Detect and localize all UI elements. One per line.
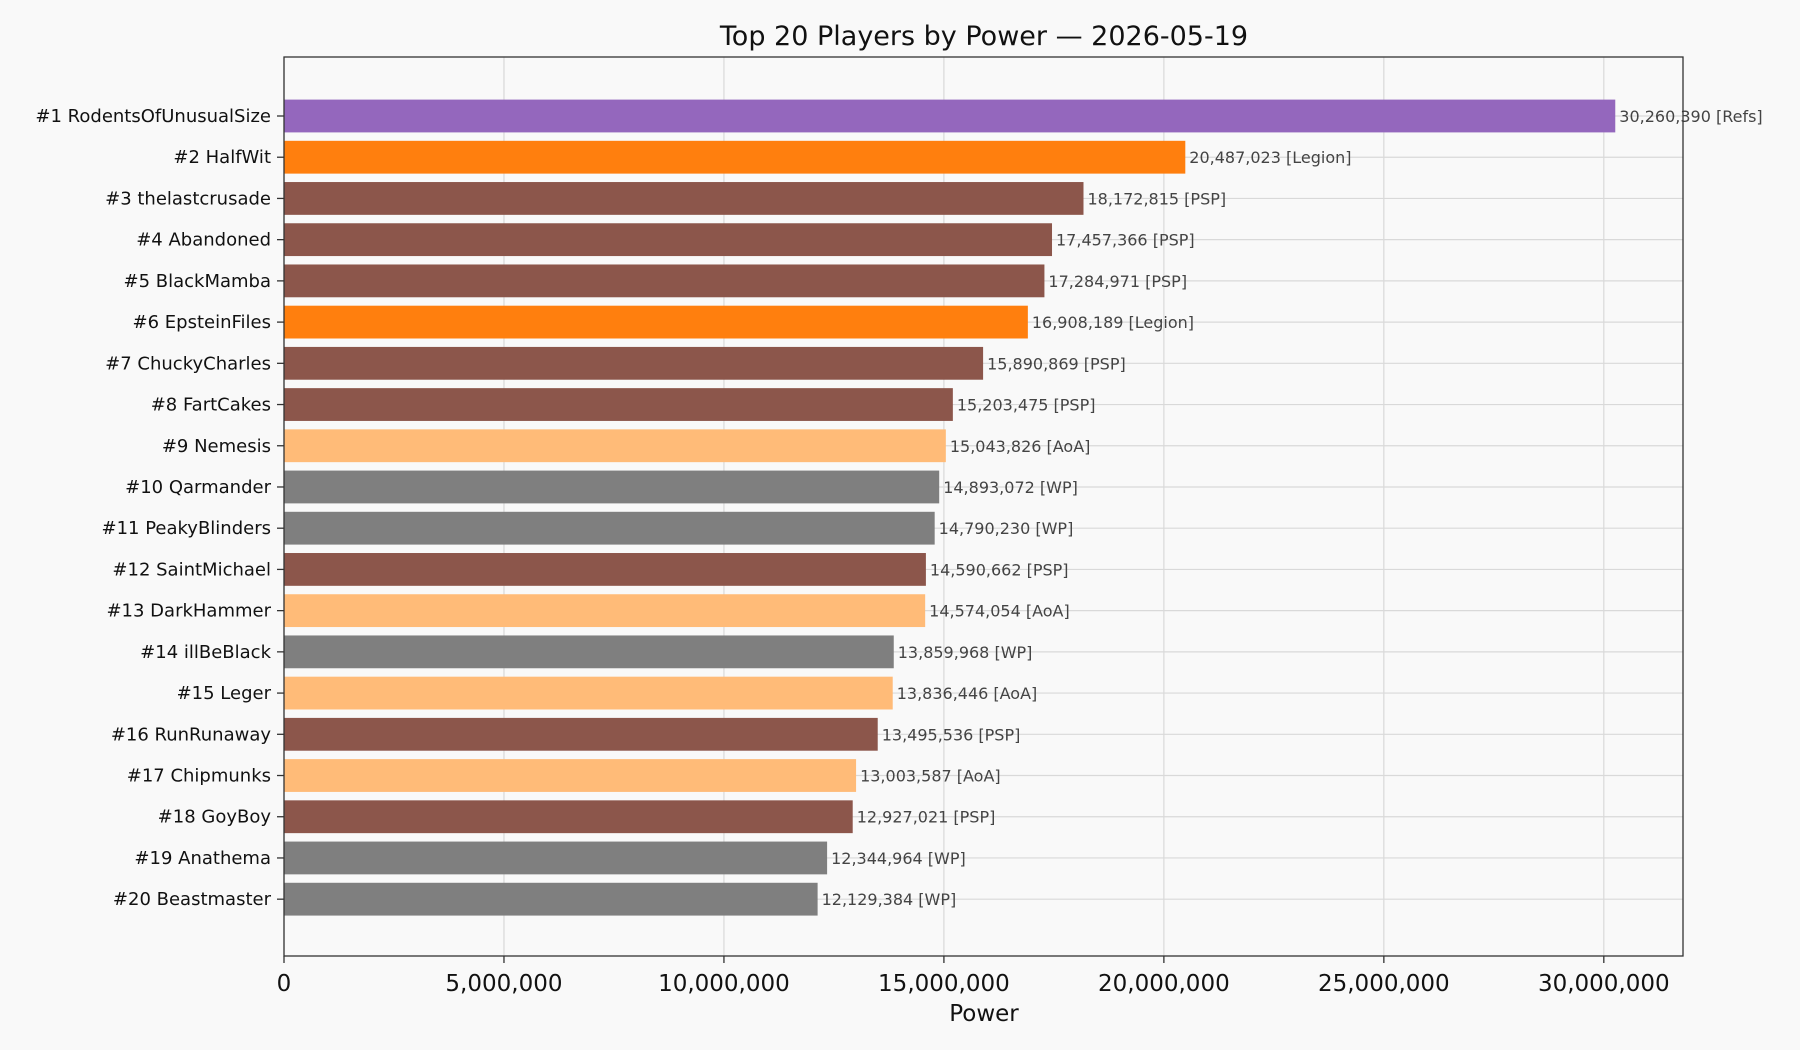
bar bbox=[284, 841, 828, 875]
bar bbox=[284, 470, 940, 504]
x-tick-label: 0 bbox=[277, 971, 292, 997]
bar bbox=[284, 717, 878, 751]
bar bbox=[284, 800, 853, 834]
bar-value-label: 12,129,384 [WP] bbox=[822, 890, 957, 909]
x-tick-label: 30,000,000 bbox=[1538, 971, 1670, 997]
bar-value-label: 17,457,366 [PSP] bbox=[1056, 231, 1195, 250]
y-tick-label: #11 PeakyBlinders bbox=[102, 518, 272, 539]
y-tick-label: #16 RunRunaway bbox=[111, 724, 272, 745]
bar bbox=[284, 305, 1028, 339]
y-tick-label: #1 RodentsOfUnusualSize bbox=[35, 106, 271, 127]
bar bbox=[284, 99, 1616, 133]
x-axis-label: Power bbox=[949, 1001, 1019, 1027]
y-tick-label: #14 illBeBlack bbox=[140, 642, 271, 663]
x-tick-label: 15,000,000 bbox=[878, 971, 1010, 997]
bar-value-label: 13,859,968 [WP] bbox=[898, 643, 1033, 662]
y-tick-label: #2 HalfWit bbox=[173, 147, 271, 168]
bars-layer: 30,260,390 [Refs] 20,487,023 [Legion] 18,1… bbox=[284, 99, 1763, 916]
bar-value-label: 14,590,662 [PSP] bbox=[930, 560, 1069, 579]
plot-frame bbox=[283, 56, 1684, 957]
bar-value-label: 15,043,826 [AoA] bbox=[950, 437, 1091, 456]
bar-value-label: 14,893,072 [WP] bbox=[943, 478, 1078, 497]
bar-value-label: 13,003,587 [AoA] bbox=[860, 767, 1001, 786]
bar bbox=[284, 882, 818, 916]
bar bbox=[284, 182, 1084, 215]
bar-value-label: 16,908,189 [Legion] bbox=[1032, 313, 1194, 332]
x-tick-label: 10,000,000 bbox=[658, 971, 790, 997]
bar bbox=[284, 346, 984, 380]
bar-value-label: 13,495,536 [PSP] bbox=[882, 725, 1021, 744]
y-tick-label: #3 thelastcrusade bbox=[105, 188, 271, 209]
y-tick-label: #5 BlackMamba bbox=[123, 271, 271, 292]
bar-value-label: 30,260,390 [Refs] bbox=[1619, 107, 1762, 126]
y-tick-label: #10 Qarmander bbox=[125, 477, 271, 498]
x-axis: 0 5,000,000 10,000,000 15,000,000 20,000,000… bbox=[35, 106, 1669, 997]
bar bbox=[284, 635, 894, 669]
bar bbox=[284, 594, 926, 628]
x-tick-label: 5,000,000 bbox=[445, 971, 562, 997]
bar bbox=[284, 676, 893, 710]
bar bbox=[284, 553, 926, 586]
bar-value-label: 15,203,475 [PSP] bbox=[957, 396, 1096, 415]
bar bbox=[284, 429, 946, 463]
bar bbox=[284, 140, 1186, 174]
bar-value-label: 12,927,021 [PSP] bbox=[857, 808, 996, 827]
bar-value-label: 17,284,971 [PSP] bbox=[1048, 272, 1187, 291]
bar bbox=[284, 759, 857, 792]
y-tick-label: #4 Abandoned bbox=[136, 230, 271, 251]
y-tick-label: #8 FartCakes bbox=[151, 395, 271, 416]
y-tick-label: #15 Leger bbox=[177, 683, 272, 704]
bar-value-label: 12,344,964 [WP] bbox=[831, 849, 966, 868]
y-tick-label: #19 Anathema bbox=[134, 848, 271, 869]
bar-value-label: 18,172,815 [PSP] bbox=[1087, 189, 1226, 208]
bar bbox=[284, 511, 935, 545]
bar bbox=[284, 388, 953, 421]
bar bbox=[284, 223, 1053, 257]
bar-value-label: 14,574,054 [AoA] bbox=[929, 602, 1070, 621]
bar-value-label: 14,790,230 [WP] bbox=[939, 519, 1074, 538]
y-tick-label: #7 ChuckyCharles bbox=[105, 353, 271, 374]
y-tick-label: #18 GoyBoy bbox=[158, 807, 272, 828]
bar-value-label: 13,836,446 [AoA] bbox=[897, 684, 1038, 703]
x-tick-label: 20,000,000 bbox=[1098, 971, 1230, 997]
y-tick-label: #12 SaintMichael bbox=[112, 559, 271, 580]
y-tick-label: #9 Nemesis bbox=[162, 436, 271, 457]
x-tick-label: 25,000,000 bbox=[1318, 971, 1450, 997]
y-tick-label: #17 Chipmunks bbox=[127, 766, 271, 787]
bar bbox=[284, 264, 1045, 298]
bar-value-label: 15,890,869 [PSP] bbox=[987, 354, 1126, 373]
y-tick-label: #20 Beastmaster bbox=[113, 889, 272, 910]
y-tick-label: #6 EpsteinFiles bbox=[133, 312, 271, 333]
y-tick-label: #13 DarkHammer bbox=[106, 601, 271, 622]
bar-value-label: 20,487,023 [Legion] bbox=[1189, 148, 1351, 167]
chart-title: Top 20 Players by Power — 2026-05-19 bbox=[719, 21, 1248, 52]
